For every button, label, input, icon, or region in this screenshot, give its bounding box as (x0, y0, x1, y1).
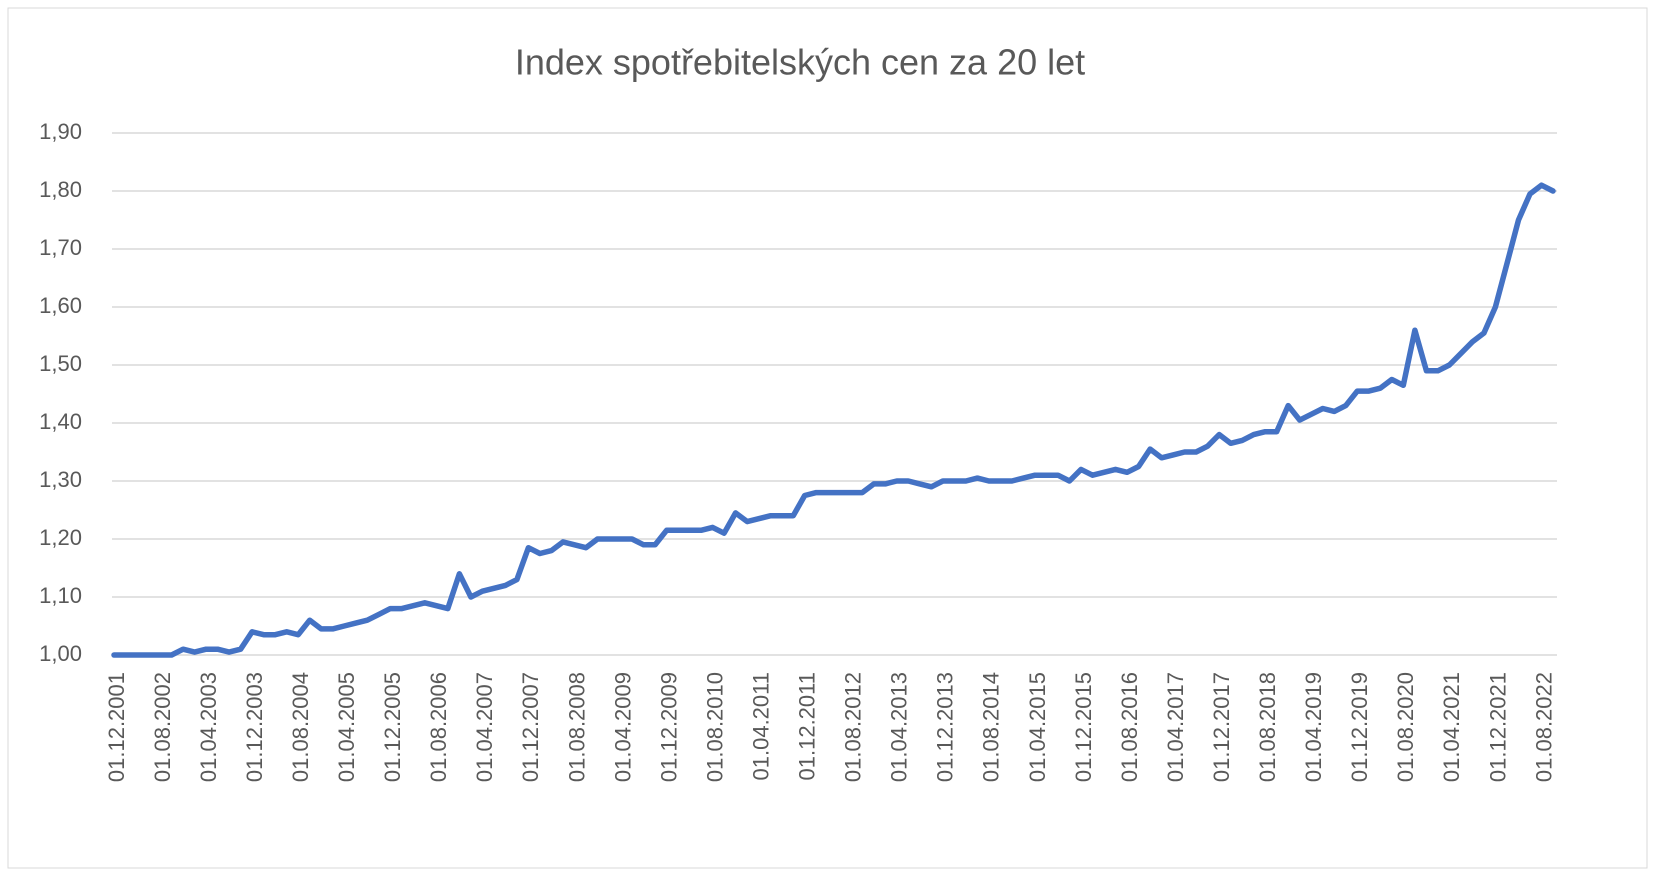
x-tick-label: 01.08.2014 (979, 672, 1004, 782)
x-tick-label: 01.12.2021 (1485, 672, 1510, 782)
y-tick-label: 1,70 (39, 235, 82, 260)
x-tick-label: 01.04.2003 (196, 672, 221, 782)
x-tick-label: 01.12.2001 (104, 672, 129, 782)
x-tick-label: 01.08.2018 (1255, 672, 1280, 782)
y-tick-label: 1,10 (39, 583, 82, 608)
x-tick-label: 01.04.2011 (748, 672, 773, 780)
x-tick-label: 01.04.2007 (472, 672, 497, 782)
data-line (111, 182, 1556, 658)
x-tick-label: 01.12.2019 (1347, 672, 1372, 782)
y-tick-label: 1,30 (39, 467, 82, 492)
x-tick-label: 01.08.2002 (150, 672, 175, 782)
x-tick-label: 01.12.2017 (1209, 672, 1234, 782)
x-tick-label: 01.08.2016 (1117, 672, 1142, 782)
x-tick-label: 01.12.2007 (518, 672, 543, 782)
y-tick-label: 1,60 (39, 293, 82, 318)
y-tick-label: 1,20 (39, 525, 82, 550)
y-tick-label: 1,00 (39, 641, 82, 666)
x-tick-label: 01.04.2021 (1439, 672, 1464, 782)
x-tick-label: 01.08.2022 (1531, 672, 1556, 782)
x-tick-label: 01.08.2010 (702, 672, 727, 782)
chart-title: Index spotřebitelských cen za 20 let (515, 42, 1085, 83)
x-tick-label: 01.04.2015 (1025, 672, 1050, 782)
x-tick-label: 01.08.2012 (841, 672, 866, 782)
x-tick-label: 01.04.2005 (334, 672, 359, 782)
x-tick-label: 01.12.2011 (795, 672, 820, 780)
chart-border (7, 7, 1648, 869)
y-tick-label: 1,90 (39, 119, 82, 144)
x-tick-label: 01.08.2020 (1393, 672, 1418, 782)
x-tick-label: 01.12.2013 (933, 672, 958, 782)
x-tick-label: 01.04.2017 (1163, 672, 1188, 782)
x-tick-label: 01.04.2009 (610, 672, 635, 782)
x-tick-label: 01.12.2015 (1071, 672, 1096, 782)
y-tick-label: 1,80 (39, 177, 82, 202)
y-tick-label: 1,50 (39, 351, 82, 376)
x-tick-label: 01.12.2005 (380, 672, 405, 782)
y-tick-label: 1,40 (39, 409, 82, 434)
x-tick-label: 01.12.2003 (242, 672, 267, 782)
x-tick-label: 01.04.2019 (1301, 672, 1326, 782)
x-tick-label: 01.12.2009 (656, 672, 681, 782)
x-tick-label: 01.08.2004 (288, 672, 313, 782)
x-tick-label: 01.04.2013 (887, 672, 912, 782)
x-tick-label: 01.08.2006 (426, 672, 451, 782)
x-tick-label: 01.08.2008 (564, 672, 589, 782)
